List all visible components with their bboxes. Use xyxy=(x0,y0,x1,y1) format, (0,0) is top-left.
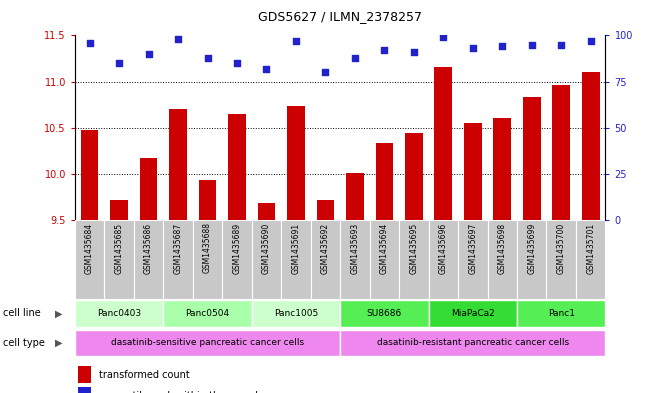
Bar xyxy=(316,200,334,220)
Bar xyxy=(428,220,458,299)
Text: SU8686: SU8686 xyxy=(367,309,402,318)
Point xyxy=(232,60,242,66)
Point xyxy=(320,69,331,75)
Point xyxy=(379,47,389,53)
Text: percentile rank within the sample: percentile rank within the sample xyxy=(99,391,264,393)
Bar xyxy=(228,114,246,220)
Bar xyxy=(488,220,517,299)
Text: GDS5627 / ILMN_2378257: GDS5627 / ILMN_2378257 xyxy=(258,10,422,23)
Text: GSM1435699: GSM1435699 xyxy=(527,222,536,274)
Bar xyxy=(340,220,370,299)
Bar xyxy=(104,220,134,299)
Bar xyxy=(281,220,311,299)
Text: MiaPaCa2: MiaPaCa2 xyxy=(451,309,495,318)
Text: GSM1435686: GSM1435686 xyxy=(144,222,153,274)
Bar xyxy=(311,220,340,299)
Text: Panc0403: Panc0403 xyxy=(97,309,141,318)
Point xyxy=(202,54,213,61)
Text: GSM1435693: GSM1435693 xyxy=(350,222,359,274)
Point xyxy=(467,45,478,51)
Text: GSM1435684: GSM1435684 xyxy=(85,222,94,274)
Bar xyxy=(428,300,517,327)
Bar xyxy=(370,220,399,299)
Text: GSM1435700: GSM1435700 xyxy=(557,222,566,274)
Point xyxy=(261,66,271,72)
Bar xyxy=(134,220,163,299)
Bar xyxy=(193,220,222,299)
Text: Panc1005: Panc1005 xyxy=(274,309,318,318)
Bar xyxy=(399,220,428,299)
Text: cell type: cell type xyxy=(3,338,45,348)
Bar xyxy=(546,220,576,299)
Bar xyxy=(458,220,488,299)
Bar xyxy=(287,107,305,220)
Bar xyxy=(252,220,281,299)
Bar xyxy=(75,300,163,327)
Point xyxy=(291,38,301,44)
Text: GSM1435698: GSM1435698 xyxy=(498,222,506,274)
Bar xyxy=(140,158,158,220)
Bar xyxy=(376,143,393,220)
Text: ▶: ▶ xyxy=(55,309,62,318)
Text: GSM1435688: GSM1435688 xyxy=(203,222,212,274)
Bar xyxy=(77,366,90,383)
Bar xyxy=(110,200,128,220)
Bar xyxy=(517,220,546,299)
Bar xyxy=(576,220,605,299)
Text: GSM1435696: GSM1435696 xyxy=(439,222,448,274)
Bar xyxy=(523,97,540,220)
Bar xyxy=(517,300,605,327)
Text: GSM1435685: GSM1435685 xyxy=(115,222,124,274)
Bar xyxy=(405,133,422,220)
Point xyxy=(497,43,508,50)
Text: GSM1435687: GSM1435687 xyxy=(174,222,182,274)
Bar xyxy=(552,85,570,220)
Bar xyxy=(582,72,600,220)
Text: GSM1435690: GSM1435690 xyxy=(262,222,271,274)
Point xyxy=(350,54,360,61)
Text: GSM1435697: GSM1435697 xyxy=(468,222,477,274)
Point xyxy=(438,34,449,40)
Text: dasatinib-sensitive pancreatic cancer cells: dasatinib-sensitive pancreatic cancer ce… xyxy=(111,338,304,347)
Point xyxy=(556,41,566,48)
Text: ▶: ▶ xyxy=(55,338,62,348)
Bar xyxy=(169,109,187,220)
Bar xyxy=(258,204,275,220)
Text: GSM1435691: GSM1435691 xyxy=(292,222,300,274)
Point xyxy=(85,40,95,46)
Bar xyxy=(199,180,216,220)
Bar xyxy=(75,330,340,356)
Bar xyxy=(340,330,605,356)
Text: GSM1435689: GSM1435689 xyxy=(232,222,242,274)
Bar xyxy=(163,220,193,299)
Text: dasatinib-resistant pancreatic cancer cells: dasatinib-resistant pancreatic cancer ce… xyxy=(377,338,569,347)
Bar xyxy=(493,119,511,220)
Point xyxy=(527,41,537,48)
Text: Panc1: Panc1 xyxy=(547,309,575,318)
Point xyxy=(173,36,183,42)
Bar xyxy=(77,387,90,393)
Text: transformed count: transformed count xyxy=(99,370,189,380)
Point xyxy=(114,60,124,66)
Text: GSM1435701: GSM1435701 xyxy=(586,222,595,274)
Bar xyxy=(434,67,452,220)
Text: Panc0504: Panc0504 xyxy=(186,309,230,318)
Text: GSM1435695: GSM1435695 xyxy=(409,222,419,274)
Bar xyxy=(346,173,364,220)
Point xyxy=(585,38,596,44)
Text: GSM1435692: GSM1435692 xyxy=(321,222,330,274)
Bar xyxy=(340,300,428,327)
Point xyxy=(409,49,419,55)
Bar xyxy=(75,220,104,299)
Text: cell line: cell line xyxy=(3,309,41,318)
Bar xyxy=(81,130,98,220)
Bar xyxy=(222,220,252,299)
Bar xyxy=(163,300,252,327)
Bar xyxy=(252,300,340,327)
Bar xyxy=(464,123,482,220)
Point xyxy=(143,51,154,57)
Text: GSM1435694: GSM1435694 xyxy=(380,222,389,274)
